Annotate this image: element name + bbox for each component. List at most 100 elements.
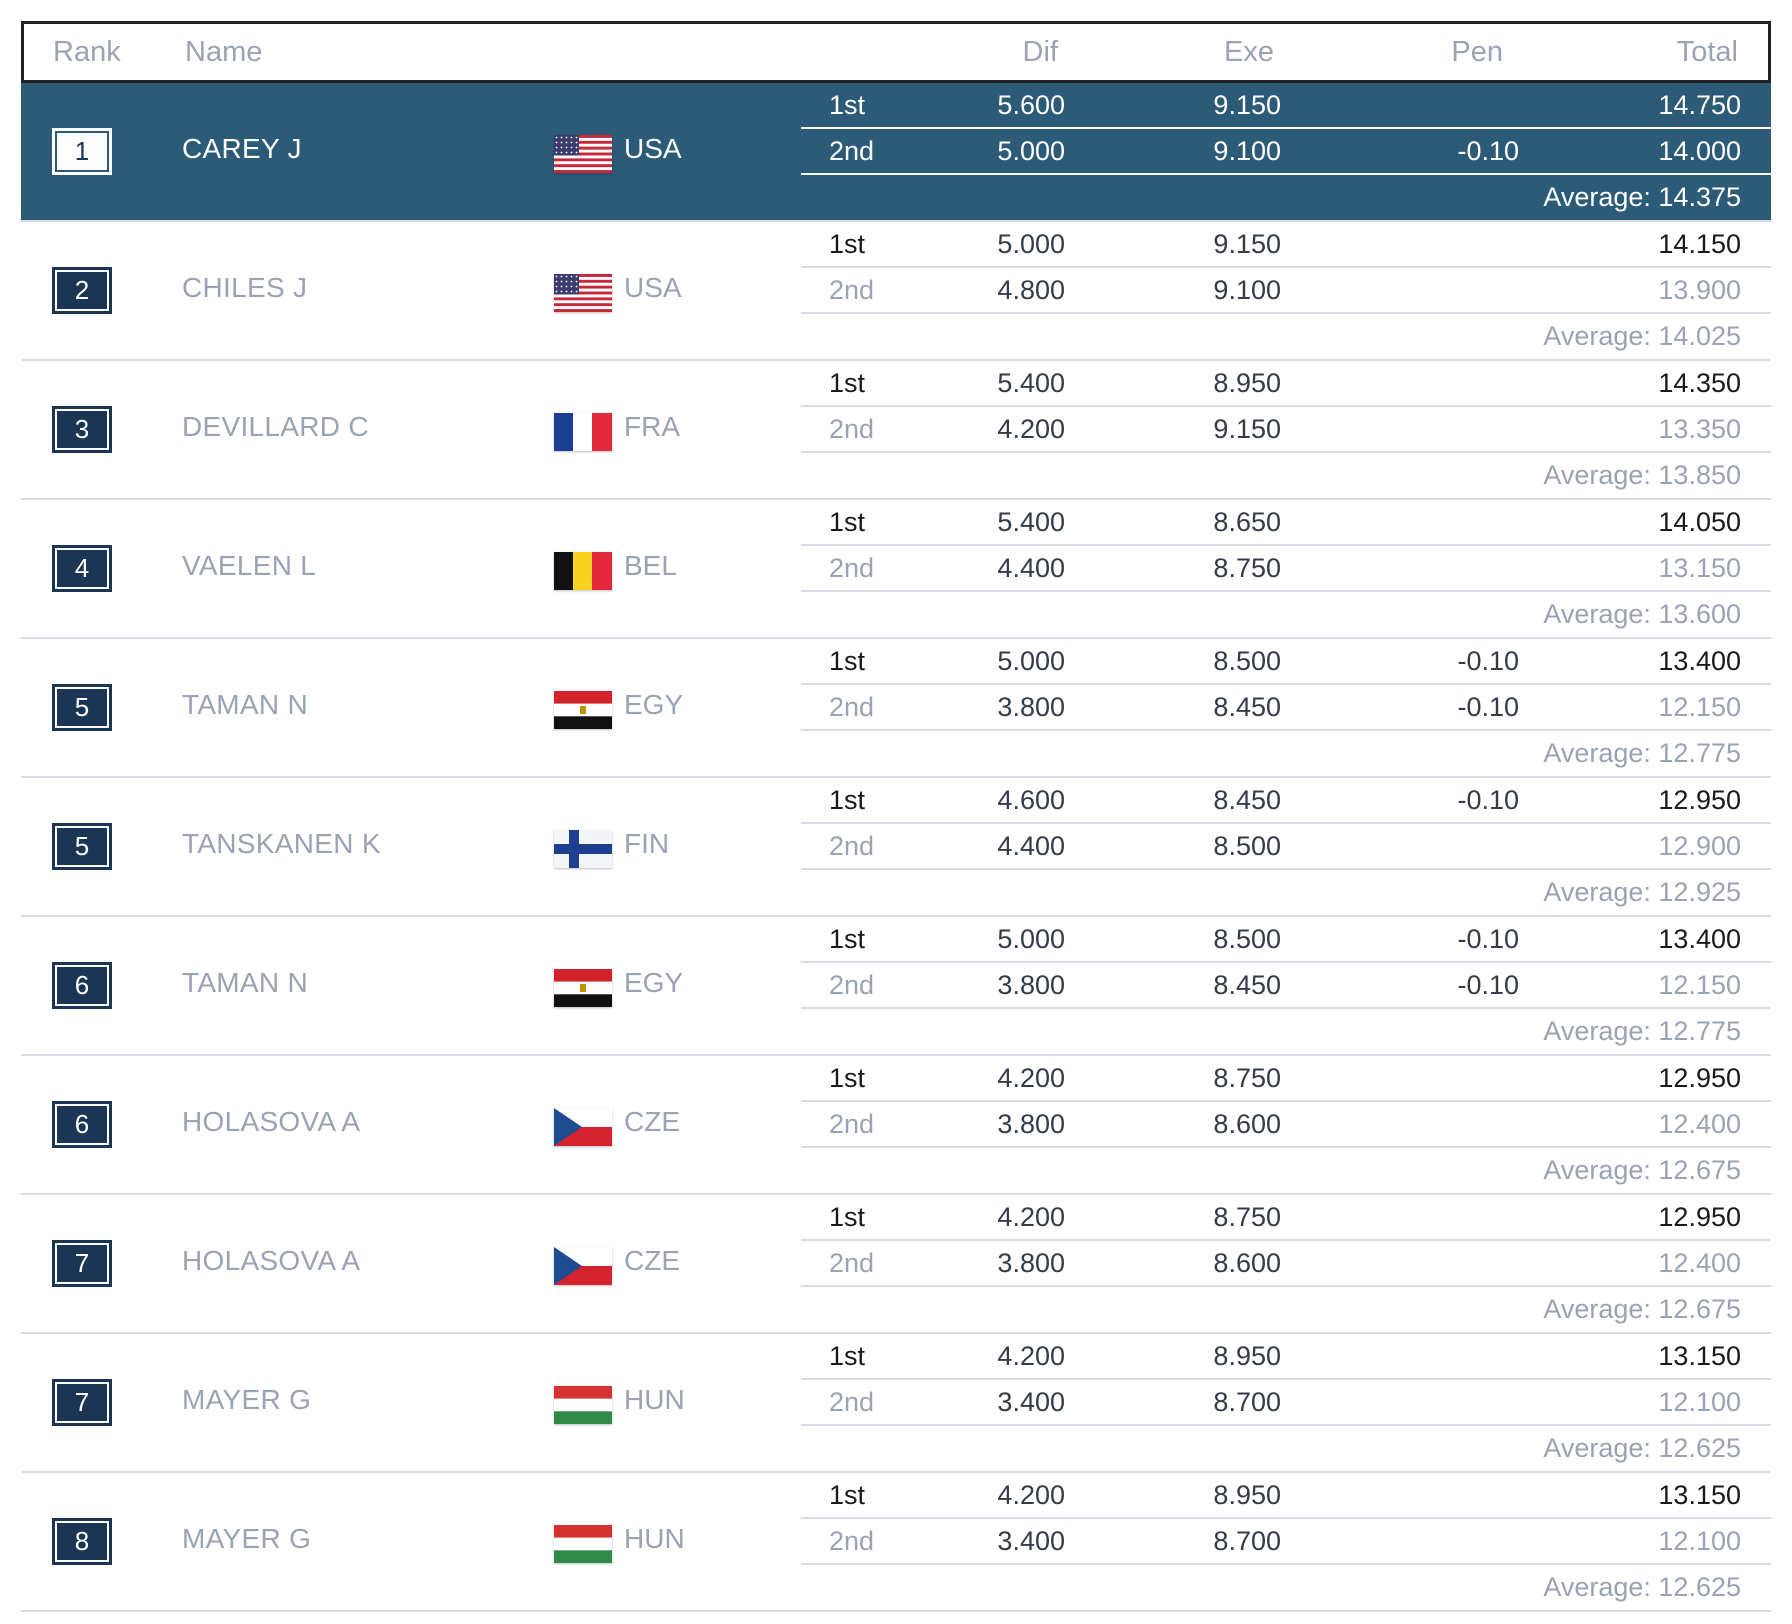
france-flag-icon [554,413,612,451]
athlete-name[interactable]: TAMAN N [182,689,309,720]
run-label: 2nd [829,136,875,166]
czech-flag-icon [554,1108,612,1146]
athlete-name[interactable]: TANSKANEN K [182,828,381,859]
score-line: 1st 4.200 8.750 12.950 [801,1056,1771,1102]
table-row[interactable]: 6 TAMAN N EGY 1st 5.000 8.500 -0.10 13.400 2nd 3.… [21,917,1771,1056]
run-label: 2nd [829,553,875,583]
czech-flag-icon [554,1247,612,1285]
hungary-flag-icon [554,1525,612,1563]
average-line: Average: 13.600 [801,592,1771,638]
exe-score: 8.650 [1213,507,1281,537]
exe-score: 8.700 [1213,1526,1281,1556]
dif-score: 4.200 [997,1341,1065,1371]
penalty: -0.10 [1457,692,1519,722]
score-line: 1st 5.000 9.150 14.150 [801,222,1771,268]
exe-score: 8.600 [1213,1248,1281,1278]
belgium-flag-icon [554,552,612,590]
dif-score: 4.200 [997,1202,1065,1232]
table-header: Rank Name Dif Exe Pen Total [21,21,1771,83]
average-line: Average: 12.775 [801,1009,1771,1055]
table-row[interactable]: 3 DEVILLARD C FRA 1st 5.400 8.950 14.350 2nd 4.2… [21,361,1771,500]
athlete-name[interactable]: HOLASOVA A [182,1106,361,1137]
run-total: 12.400 [1658,1248,1741,1278]
dif-score: 4.200 [997,414,1065,444]
average-line: Average: 12.925 [801,870,1771,916]
run-total: 12.950 [1658,1063,1741,1093]
average-score: Average: 13.850 [1543,460,1741,490]
run-label: 2nd [829,414,875,444]
table-row[interactable]: 2 CHILES J USA 1st 5.000 9.150 14.150 2nd 4.800 9… [21,222,1771,361]
header-rank[interactable]: Rank [53,36,121,68]
exe-score: 9.100 [1213,275,1281,305]
run-label: 1st [829,924,866,954]
score-line: 2nd 3.400 8.700 12.100 [801,1519,1771,1565]
score-line: 1st 5.000 8.500 -0.10 13.400 [801,639,1771,685]
run-total: 14.050 [1658,507,1741,537]
run-label: 2nd [829,1109,875,1139]
score-line: 1st 5.400 8.650 14.050 [801,500,1771,546]
table-row[interactable]: 7 MAYER G HUN 1st 4.200 8.950 13.150 2nd 3.400 8.… [21,1334,1771,1473]
run-label: 2nd [829,1387,875,1417]
dif-score: 3.800 [997,692,1065,722]
athlete-name[interactable]: HOLASOVA A [182,1245,361,1276]
exe-score: 9.100 [1213,136,1281,166]
table-row[interactable]: 4 VAELEN L BEL 1st 5.400 8.650 14.050 2nd 4.400 8… [21,500,1771,639]
header-exe[interactable]: Exe [1224,36,1274,68]
exe-score: 8.450 [1213,970,1281,1000]
athlete-name[interactable]: CAREY J [182,133,302,164]
exe-score: 8.700 [1213,1387,1281,1417]
header-name[interactable]: Name [185,36,263,68]
average-score: Average: 14.025 [1543,321,1741,351]
table-row[interactable]: 1 CAREY J USA 1st 5.600 9.150 14.750 2nd 5.000 9.… [21,83,1771,222]
score-line: 1st 5.400 8.950 14.350 [801,361,1771,407]
run-total: 12.400 [1658,1109,1741,1139]
score-line: 2nd 3.800 8.600 12.400 [801,1102,1771,1148]
average-line: Average: 14.375 [801,175,1771,221]
header-pen[interactable]: Pen [1451,36,1503,68]
dif-score: 4.400 [997,831,1065,861]
athlete-name[interactable]: MAYER G [182,1523,312,1554]
run-label: 1st [829,1480,866,1510]
score-line: 2nd 3.800 8.450 -0.10 12.150 [801,963,1771,1009]
header-total[interactable]: Total [1676,36,1738,68]
table-row[interactable]: 7 HOLASOVA A CZE 1st 4.200 8.750 12.950 2nd 3.80… [21,1195,1771,1334]
egypt-flag-icon [554,969,612,1007]
dif-score: 5.600 [997,90,1065,120]
athlete-name[interactable]: DEVILLARD C [182,411,369,442]
athlete-name[interactable]: TAMAN N [182,967,309,998]
country-code: USA [624,133,682,164]
dif-score: 5.000 [997,229,1065,259]
exe-score: 8.950 [1213,1480,1281,1510]
usa-flag-icon [554,135,612,173]
hungary-flag-icon [554,1386,612,1424]
penalty: -0.10 [1457,136,1519,166]
table-row[interactable]: 5 TANSKANEN K FIN 1st 4.600 8.450 -0.10 12.950 2… [21,778,1771,917]
exe-score: 8.750 [1213,1063,1281,1093]
table-row[interactable]: 5 TAMAN N EGY 1st 5.000 8.500 -0.10 13.400 2nd 3.… [21,639,1771,778]
exe-score: 8.450 [1213,785,1281,815]
exe-score: 9.150 [1213,229,1281,259]
header-dif[interactable]: Dif [1022,36,1058,68]
country-code: BEL [624,550,677,581]
average-line: Average: 14.025 [801,314,1771,360]
athlete-name[interactable]: CHILES J [182,272,308,303]
finland-flag-icon [554,830,612,868]
run-label: 2nd [829,1248,875,1278]
exe-score: 8.500 [1213,646,1281,676]
dif-score: 4.200 [997,1063,1065,1093]
athlete-name[interactable]: MAYER G [182,1384,312,1415]
run-total: 13.350 [1658,414,1741,444]
run-label: 2nd [829,1526,875,1556]
dif-score: 4.600 [997,785,1065,815]
exe-score: 9.150 [1213,90,1281,120]
run-label: 1st [829,785,866,815]
score-line: 1st 5.600 9.150 14.750 [801,83,1771,129]
rank-badge: 1 [52,128,112,175]
score-line: 2nd 4.800 9.100 13.900 [801,268,1771,314]
score-line: 1st 4.200 8.950 13.150 [801,1473,1771,1519]
run-label: 2nd [829,831,875,861]
run-label: 1st [829,1063,866,1093]
table-row[interactable]: 8 MAYER G HUN 1st 4.200 8.950 13.150 2nd 3.400 8.… [21,1473,1771,1612]
table-row[interactable]: 6 HOLASOVA A CZE 1st 4.200 8.750 12.950 2nd 3.80… [21,1056,1771,1195]
athlete-name[interactable]: VAELEN L [182,550,317,581]
